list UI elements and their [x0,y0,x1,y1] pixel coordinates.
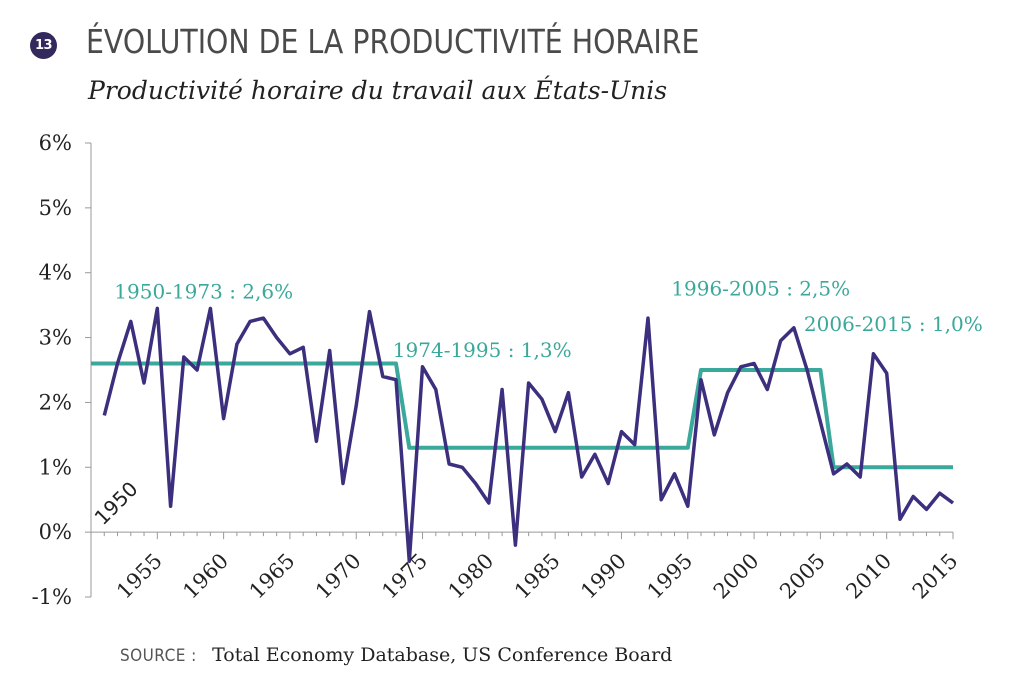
chart-number-badge: 13 [30,32,57,59]
x-tick-label: 1975 [377,549,432,604]
x-tick-label: 1970 [311,549,366,604]
source-note: SOURCE : Total Economy Database, US Conf… [120,644,672,667]
period-average-label: 1974-1995 : 1,3% [393,338,572,362]
x-tick-label: 1955 [112,549,167,604]
y-tick-label: 3% [39,326,72,350]
source-text: Total Economy Database, US Conference Bo… [212,644,673,666]
start-year-label: 1950 [90,477,143,530]
chart-subtitle: Productivité horaire du travail aux État… [88,76,668,105]
chart-marks [91,306,955,564]
x-tick-label: 1985 [510,549,565,604]
y-tick-label: 6% [39,131,72,155]
period-average-line [91,361,953,470]
chart-title: ÉVOLUTION DE LA PRODUCTIVITÉ HORAIRE [86,22,700,61]
y-tick-label: 5% [39,196,72,220]
x-tick-label: 2015 [908,549,963,604]
x-tick-label: 2000 [709,549,764,604]
x-tick-label: 2010 [841,549,896,604]
y-tick-label: 0% [39,520,72,544]
y-tick-label: 4% [39,261,72,285]
x-tick-label: 1990 [576,549,631,604]
source-label: SOURCE : [120,646,197,666]
chart-labels: -1%0%1%2%3%4%5%6%1955 1960 1965 1970 1975 198… [32,131,983,609]
x-tick-label: 2005 [775,549,830,604]
period-average-label: 2006-2015 : 1,0% [804,312,983,336]
period-average-label: 1950-1973 : 2,6% [114,280,293,304]
y-tick-label: -1% [32,585,72,609]
x-tick-label: 1995 [643,549,698,604]
y-tick-label: 2% [39,390,72,414]
annual-productivity-line [102,306,955,564]
x-tick-label: 1980 [444,549,499,604]
x-tick-label: 1960 [178,549,233,604]
chart-axes [85,142,954,598]
x-tick-label: 1965 [245,549,300,604]
y-tick-label: 1% [39,455,72,479]
period-average-label: 1996-2005 : 2,5% [671,276,850,300]
